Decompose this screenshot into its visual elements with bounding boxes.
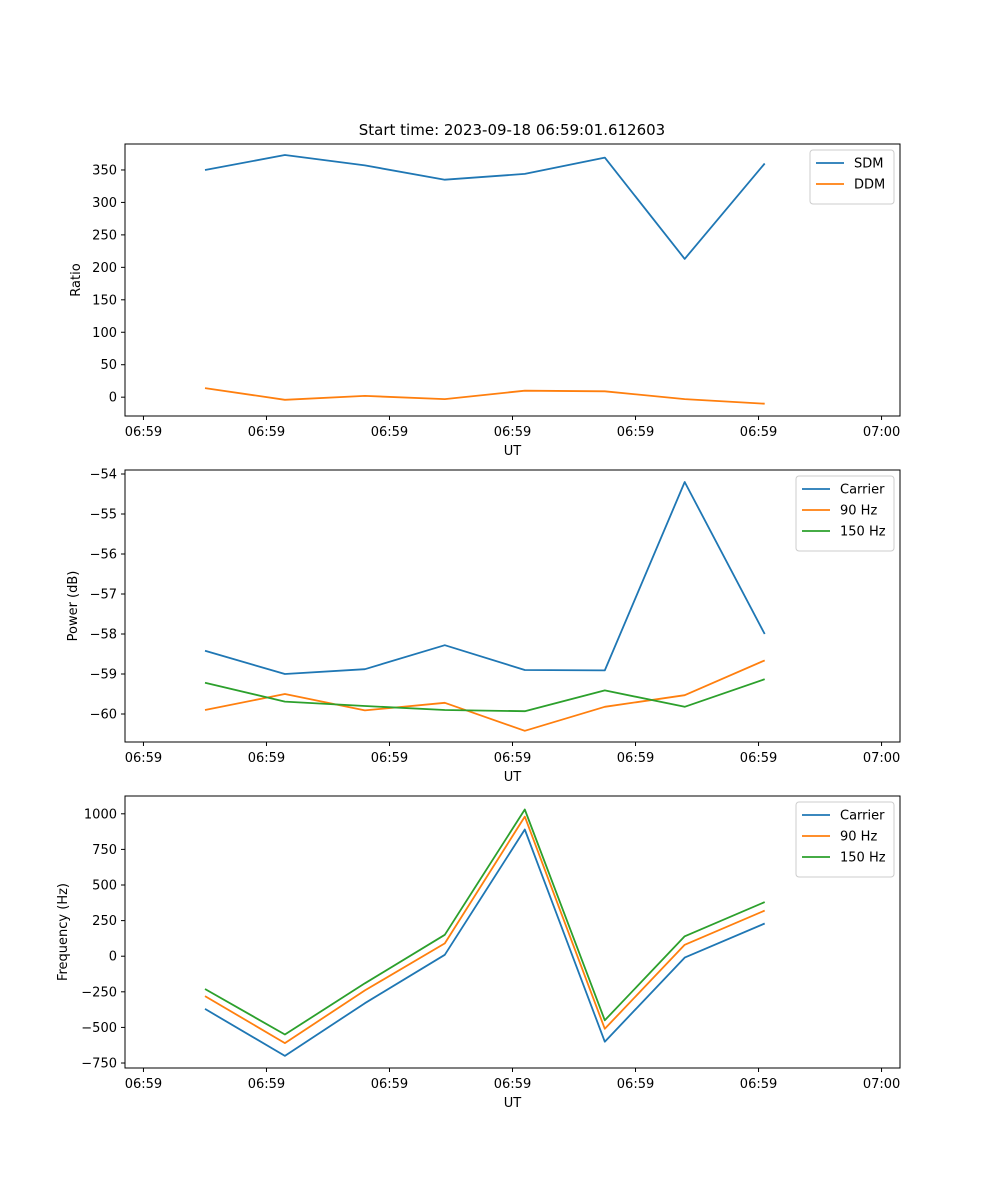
y-tick-label: 300 xyxy=(92,196,117,211)
x-tick-label: 07:00 xyxy=(863,751,900,766)
legend-label: 90 Hz xyxy=(840,504,877,519)
x-tick-label: 06:59 xyxy=(617,1077,654,1092)
legend: Carrier 90 Hz 150 Hz xyxy=(795,801,895,878)
legend-label: Carrier xyxy=(840,483,885,498)
x-tick-label: 06:59 xyxy=(371,751,408,766)
y-tick-label: 0 xyxy=(109,391,117,406)
x-tick-label: 06:59 xyxy=(371,425,408,440)
legend: Carrier 90 Hz 150 Hz xyxy=(795,475,895,552)
y-tick-label: 250 xyxy=(92,228,117,243)
x-axis-label: UT xyxy=(504,444,522,459)
series-line-150-hz xyxy=(204,808,766,1036)
x-tick-label: 06:59 xyxy=(371,1077,408,1092)
x-tick-label: 06:59 xyxy=(617,751,654,766)
y-tick-label: −57 xyxy=(90,588,117,603)
y-tick-label: −55 xyxy=(90,508,117,523)
chart-title: Start time: 2023-09-18 06:59:01.612603 xyxy=(359,121,665,139)
y-tick-label: −59 xyxy=(90,668,117,683)
y-tick-label: 350 xyxy=(92,163,117,178)
series-line-sdm xyxy=(204,154,766,260)
series-line-150-hz xyxy=(204,678,765,713)
legend-label: 90 Hz xyxy=(840,830,877,845)
x-tick-label: 06:59 xyxy=(248,1077,285,1092)
x-tick-label: 06:59 xyxy=(125,425,162,440)
x-tick-label: 06:59 xyxy=(125,1077,162,1092)
x-tick-label: 07:00 xyxy=(863,425,900,440)
x-tick-label: 06:59 xyxy=(248,751,285,766)
y-tick-label: −500 xyxy=(81,1021,117,1036)
y-tick-label: 750 xyxy=(92,843,117,858)
x-tick-label: 06:59 xyxy=(740,751,777,766)
y-axis-label: Ratio xyxy=(69,263,84,296)
legend-label: 150 Hz xyxy=(840,851,886,866)
y-tick-label: 0 xyxy=(109,950,117,965)
chart-panel-2: 06:59 06:59 06:59 06:59 06:59 06:59 07:00 −60 −5… xyxy=(66,468,901,785)
y-tick-label: −60 xyxy=(90,708,117,723)
y-tick-label: 250 xyxy=(92,914,117,929)
y-tick-label: −250 xyxy=(81,985,117,1000)
x-axis-label: UT xyxy=(504,770,522,785)
series-line-ddm xyxy=(204,387,765,405)
legend-label: DDM xyxy=(854,178,885,193)
y-axis-label: Power (dB) xyxy=(66,571,81,642)
y-tick-label: −56 xyxy=(90,548,117,563)
y-tick-label: −58 xyxy=(90,628,117,643)
y-tick-label: 500 xyxy=(92,879,117,894)
y-tick-label: 50 xyxy=(100,358,117,373)
series-line-90-hz xyxy=(204,815,766,1044)
chart-panel-3: 06:59 06:59 06:59 06:59 06:59 06:59 07:00 −750 −… xyxy=(56,795,901,1111)
y-tick-label: 150 xyxy=(92,293,117,308)
legend-label: 150 Hz xyxy=(840,525,886,540)
legend: SDM DDM xyxy=(809,149,895,205)
x-tick-label: 06:59 xyxy=(740,425,777,440)
x-tick-label: 06:59 xyxy=(494,751,531,766)
x-tick-label: 06:59 xyxy=(617,425,654,440)
y-tick-label: 100 xyxy=(92,326,117,341)
x-axis-label: UT xyxy=(504,1096,522,1111)
series-line-carrier xyxy=(204,481,766,675)
series-line-90-hz xyxy=(204,659,766,732)
x-tick-label: 06:59 xyxy=(740,1077,777,1092)
y-tick-label: 1000 xyxy=(84,807,117,822)
legend-box xyxy=(795,801,895,878)
x-tick-label: 07:00 xyxy=(863,1077,900,1092)
legend-box xyxy=(795,475,895,552)
chart-panel-1: 06:59 06:59 06:59 06:59 06:59 06:59 07:00 0 50 10… xyxy=(69,143,901,459)
legend-label: Carrier xyxy=(840,809,885,824)
x-tick-label: 06:59 xyxy=(494,425,531,440)
x-tick-label: 06:59 xyxy=(248,425,285,440)
legend-label: SDM xyxy=(854,157,883,172)
y-tick-label: −54 xyxy=(90,468,117,483)
y-tick-label: −750 xyxy=(81,1057,117,1072)
series-line-carrier xyxy=(204,828,766,1057)
x-tick-label: 06:59 xyxy=(494,1077,531,1092)
x-tick-label: 06:59 xyxy=(125,751,162,766)
y-tick-label: 200 xyxy=(92,261,117,276)
y-axis-label: Frequency (Hz) xyxy=(56,883,71,981)
